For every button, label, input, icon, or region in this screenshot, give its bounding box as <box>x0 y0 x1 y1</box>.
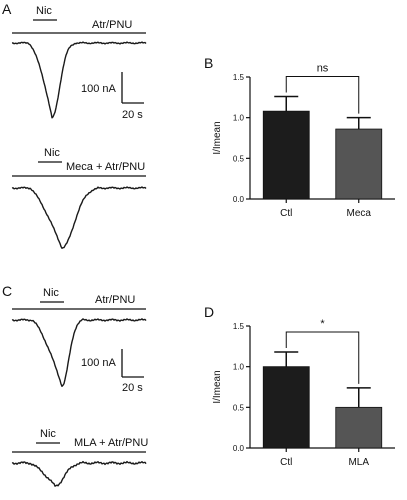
panel-c-scalebar-current-label: 100 nA <box>81 357 117 369</box>
panel-d-ytick-label: 0.0 <box>233 444 245 453</box>
panel-a-trace2-stim-label: Nic <box>44 147 60 159</box>
panel-d-category-label-mla: MLA <box>348 457 369 468</box>
panel-c-scalebar-time-label: 20 s <box>122 382 143 394</box>
panel-c-letter: C <box>2 283 12 299</box>
panel-d-ytick-label: 0.5 <box>233 403 245 412</box>
panel-b-significance-bracket <box>285 76 360 114</box>
panel-d-significance-label: * <box>320 318 325 330</box>
panel-c-trace2-stim-label: Nic <box>40 428 56 440</box>
panel-d-bar-mla <box>335 406 383 449</box>
panel-d-chart: 0.0 0.5 1.0 1.5 I/Imean Ctl MLA * <box>212 318 395 468</box>
panel-d-bar-ctl <box>262 366 310 449</box>
panel-c-trace2-drug-label: MLA + Atr/PNU <box>74 437 148 449</box>
panel-b-ytick-label: 0.5 <box>233 154 245 163</box>
panel-b-category-label-meca: Meca <box>347 208 372 219</box>
panel-b-bar-meca <box>335 128 383 200</box>
panel-c: C Nic Atr/PNU 100 nA 20 s Nic MLA + Atr/… <box>2 283 148 487</box>
panel-b-ytick-label: 0.0 <box>233 195 245 204</box>
panel-d: D 0.0 0.5 1.0 1.5 I/Imean Ctl MLA * <box>204 304 395 468</box>
panel-b-category-label-ctl: Ctl <box>280 208 292 219</box>
panel-b-ytick-label: 1.0 <box>233 114 245 123</box>
panel-a-scalebar: 100 nA 20 s <box>81 72 144 121</box>
panel-a-trace1-stim-label: Nic <box>36 5 52 17</box>
panel-c-trace1-drug-label: Atr/PNU <box>95 294 135 306</box>
panel-d-ytick-label: 1.0 <box>233 363 245 372</box>
panel-d-ylabel: I/Imean <box>212 370 223 403</box>
panel-a-trace2 <box>11 186 147 249</box>
panel-a-scalebar-current-label: 100 nA <box>81 83 117 95</box>
panel-b-chart: 0.0 0.5 1.0 1.5 I/Imean Ctl Meca ns <box>212 63 395 219</box>
panel-d-significance-bracket <box>285 331 360 384</box>
panel-b-significance-label: ns <box>317 63 329 75</box>
panel-b-ytick-label: 1.5 <box>233 73 245 82</box>
panel-a-trace1-drug-label: Atr/PNU <box>92 19 132 31</box>
panel-d-ytick-label: 1.5 <box>233 322 245 331</box>
panel-d-category-label-ctl: Ctl <box>280 457 292 468</box>
panel-a-trace2-drug-label: Meca + Atr/PNU <box>66 161 145 173</box>
panel-c-trace1 <box>11 318 147 387</box>
panel-b: B 0.0 0.5 1.0 1.5 I/Imean Ctl Meca ns <box>204 55 395 219</box>
panel-a-scalebar-time-label: 20 s <box>122 109 143 121</box>
panel-a-letter: A <box>2 1 12 17</box>
panel-a: A Nic Atr/PNU 100 nA 20 s Nic Meca + Atr… <box>2 1 147 249</box>
panel-a-trace1 <box>11 41 147 119</box>
panel-c-scalebar: 100 nA 20 s <box>81 349 144 394</box>
panel-b-ylabel: I/Imean <box>212 121 223 154</box>
panel-b-bar-ctl <box>262 110 310 200</box>
panel-c-trace1-stim-label: Nic <box>43 287 59 299</box>
panel-b-letter: B <box>204 55 213 71</box>
panel-d-letter: D <box>204 304 214 320</box>
panel-c-trace2 <box>11 460 147 487</box>
